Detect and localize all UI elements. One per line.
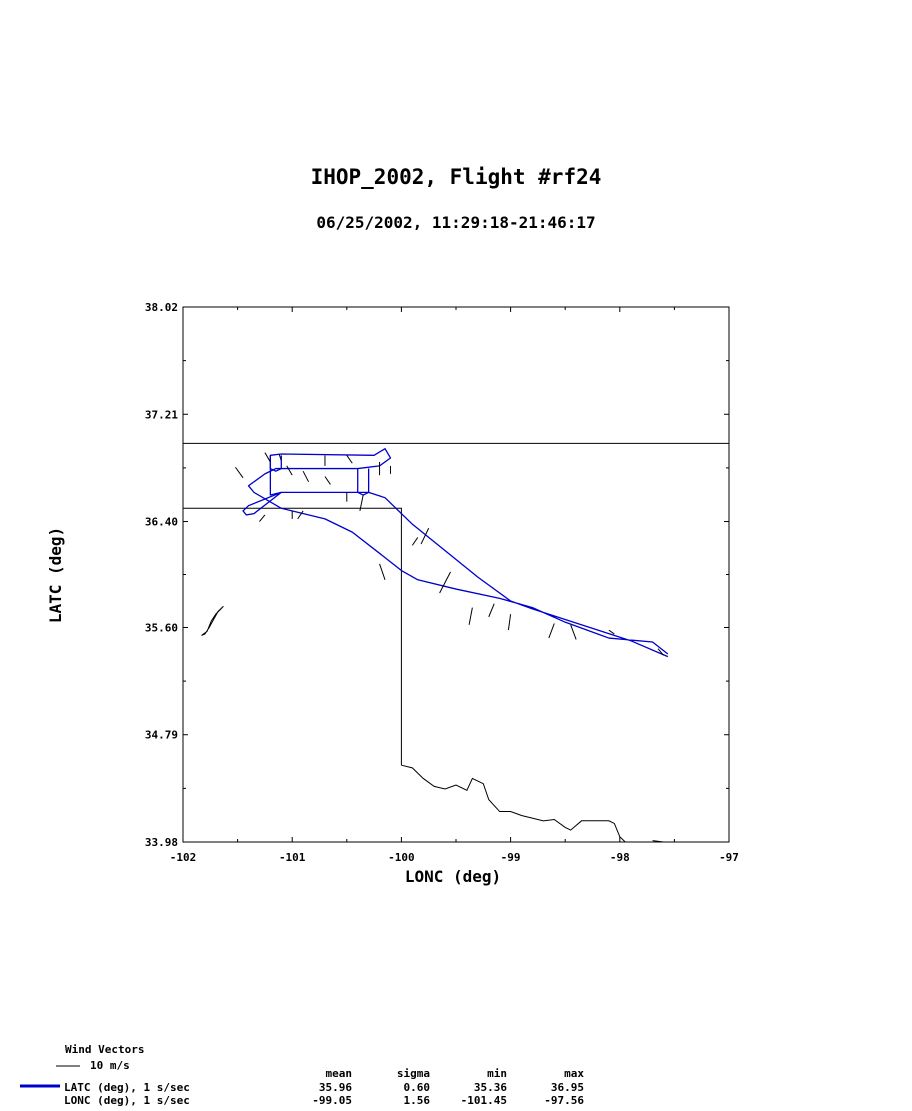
wind-barb	[324, 476, 331, 485]
wind-barb	[608, 629, 615, 635]
wind-barb	[439, 571, 451, 594]
wind-barb	[420, 527, 430, 545]
wind-barb	[548, 623, 555, 639]
wind-barb	[286, 465, 293, 476]
x-tick-label: -100	[388, 851, 415, 864]
track-line-0	[247, 448, 669, 658]
wind-vectors	[235, 452, 664, 656]
wind-barb	[657, 648, 664, 656]
axis-ticks: -102 -101 -100 -99 -98 -97 33.98 34.79 35.60 36.4…	[145, 301, 739, 864]
stats-row-lonc-min: -101.45	[461, 1094, 507, 1107]
y-tick-label: 35.60	[145, 621, 178, 634]
stats-row-latc-label: LATC (deg), 1 s/sec	[64, 1081, 190, 1094]
wind-barb	[488, 603, 495, 618]
stats-row-lonc-label: LONC (deg), 1 s/sec	[64, 1094, 190, 1107]
track-loop	[242, 491, 282, 516]
stats-row-latc-max: 36.95	[551, 1081, 584, 1094]
wind-barb	[264, 452, 271, 463]
wind-barb	[346, 455, 353, 464]
stats-row-lonc-mean: -99.05	[312, 1094, 352, 1107]
wind-barb	[379, 563, 386, 580]
chart-subtitle: 06/25/2002, 11:29:18-21:46:17	[316, 213, 595, 232]
wind-barb	[278, 453, 282, 461]
wind-barb	[259, 514, 266, 522]
wind-barb	[411, 537, 419, 546]
wind-barb	[468, 607, 473, 625]
stats-header-mean: mean	[326, 1067, 353, 1080]
flight-track	[242, 448, 669, 658]
y-tick-label: 38.02	[145, 301, 178, 314]
wind-barb	[570, 624, 577, 640]
plot-frame	[182, 306, 730, 843]
lake-meredith	[201, 605, 224, 636]
stats-row-latc-mean: 35.96	[319, 1081, 352, 1094]
stats-row-lonc-sigma: 1.56	[404, 1094, 431, 1107]
y-tick-label: 37.21	[145, 408, 178, 421]
wind-barb	[507, 614, 512, 631]
y-tick-label: 33.98	[145, 836, 178, 849]
x-tick-label: -101	[279, 851, 306, 864]
track-loop	[357, 468, 370, 496]
map-boundaries	[183, 442, 729, 843]
stats-row-lonc-max: -97.56	[544, 1094, 584, 1107]
stats-header-min: min	[487, 1067, 507, 1080]
x-tick-label: -99	[501, 851, 521, 864]
stats-row-latc-min: 35.36	[474, 1081, 507, 1094]
x-tick-label: -98	[610, 851, 630, 864]
wind-vectors-label: Wind Vectors	[65, 1043, 144, 1056]
x-tick-label: -97	[719, 851, 739, 864]
y-tick-label: 34.79	[145, 729, 178, 742]
state-border-ok-tx	[183, 507, 402, 766]
wind-barb	[359, 494, 364, 512]
stats-header-sigma: sigma	[397, 1067, 430, 1080]
x-tick-label: -102	[170, 851, 197, 864]
stats-header-max: max	[564, 1067, 584, 1080]
red-river-border	[401, 764, 626, 843]
track-loop	[269, 455, 282, 472]
chart-title: IHOP_2002, Flight #rf24	[311, 165, 602, 189]
y-axis-label: LATC (deg)	[46, 527, 65, 623]
y-tick-label: 36.40	[145, 516, 178, 529]
stats-row-latc-sigma: 0.60	[404, 1081, 431, 1094]
wind-barb	[297, 510, 304, 520]
wind-scale-label: 10 m/s	[90, 1059, 130, 1072]
x-axis-label: LONC (deg)	[405, 867, 501, 886]
wind-barb	[235, 466, 244, 479]
wind-barb	[302, 470, 310, 483]
